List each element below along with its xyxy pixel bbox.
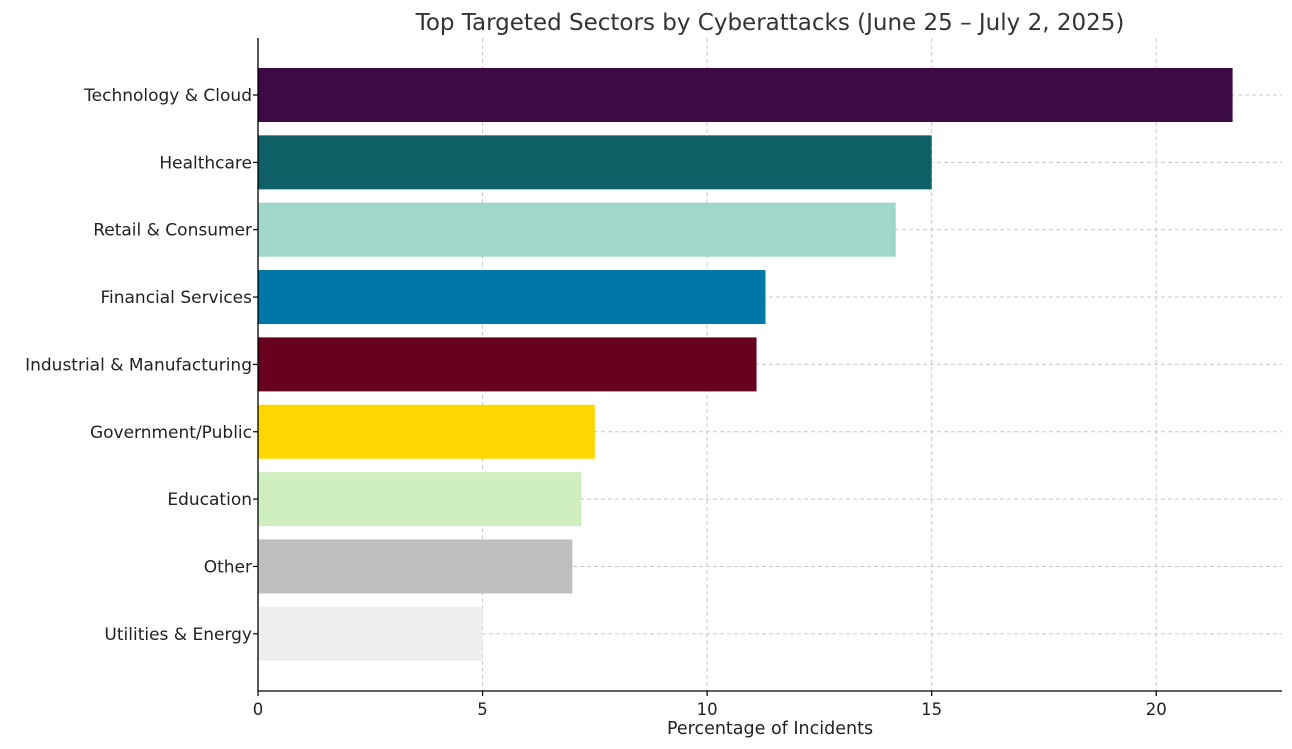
category-label: Industrial & Manufacturing (25, 355, 252, 375)
y-axis-category-labels: Technology & Cloud Healthcare Retail & Con… (25, 86, 258, 645)
bar (258, 606, 483, 661)
bar (258, 202, 896, 257)
bar (258, 68, 1233, 122)
x-axis-ticks: 0 5 10 15 20 (253, 691, 1167, 719)
category-label: Other (204, 557, 252, 577)
x-tick-label: 5 (477, 700, 488, 719)
category-label: Government/Public (90, 423, 252, 443)
chart-title: Top Targeted Sectors by Cyberattacks (Ju… (415, 10, 1125, 36)
bar (258, 472, 582, 527)
x-tick-label: 20 (1146, 700, 1167, 719)
category-label: Financial Services (100, 288, 252, 308)
x-tick-label: 0 (253, 700, 264, 719)
bars (258, 68, 1233, 661)
bar (258, 270, 766, 325)
bar (258, 404, 595, 459)
category-label: Technology & Cloud (83, 86, 252, 106)
bar (258, 539, 573, 594)
category-label: Education (167, 490, 252, 510)
x-tick-label: 15 (921, 700, 942, 719)
x-axis-label: Percentage of Incidents (667, 719, 873, 739)
x-tick-label: 10 (697, 700, 718, 719)
category-label: Retail & Consumer (93, 221, 252, 241)
category-label: Healthcare (159, 153, 252, 173)
category-label: Utilities & Energy (104, 625, 252, 645)
bar (258, 337, 757, 392)
bar (258, 135, 932, 190)
